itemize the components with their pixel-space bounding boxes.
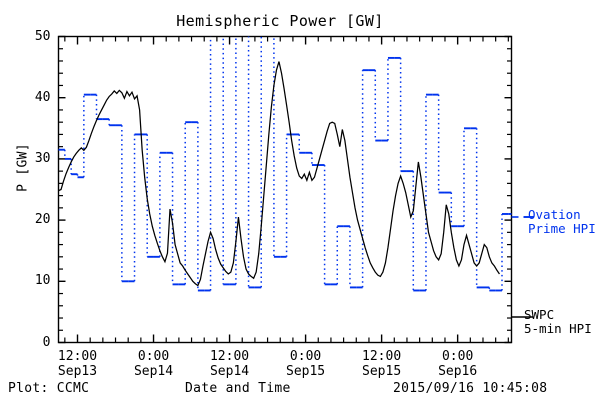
x-tick-label: 12:00 Sep13 — [57, 348, 98, 379]
legend-line-samples — [511, 216, 534, 318]
x-tick-label: 12:00 Sep14 — [209, 348, 250, 379]
y-tick-label: 40 — [34, 89, 51, 105]
axis-ticks — [58, 35, 512, 344]
y-tick-label: 10 — [34, 273, 51, 289]
legend-ovation-line1: Ovation — [528, 207, 581, 222]
x-tick-label: 0:00 Sep15 — [286, 348, 326, 379]
x-tick-label: 12:00 Sep15 — [362, 348, 402, 379]
series-ovation-prime-hpi — [58, 36, 512, 292]
y-tick-label: 20 — [34, 212, 51, 228]
x-tick-label: 0:00 Sep14 — [133, 348, 174, 379]
x-axis-label: Date and Time — [185, 381, 291, 396]
y-tick-label: 50 — [34, 28, 51, 44]
series-swpc-5min-hpi — [58, 61, 500, 287]
x-tick-label: 0:00 Sep16 — [438, 348, 478, 379]
legend-swpc-line1: SWPC — [524, 307, 555, 322]
generation-timestamp: 2015/09/16 10:45:08 — [393, 381, 548, 396]
legend-swpc-line2: 5-min HPI — [524, 321, 592, 336]
page-title: Hemispheric Power [GW] — [176, 12, 384, 30]
legend-ovation-prime: Ovation Prime HPI — [528, 208, 596, 236]
legend-ovation-line2: Prime HPI — [528, 221, 596, 236]
y-tick-label: 0 — [42, 334, 51, 350]
plot-credit: Plot: CCMC — [8, 381, 90, 396]
y-tick-label: 30 — [34, 150, 51, 166]
axis-frame — [57, 35, 513, 344]
legend-swpc: SWPC 5-min HPI — [524, 308, 592, 336]
